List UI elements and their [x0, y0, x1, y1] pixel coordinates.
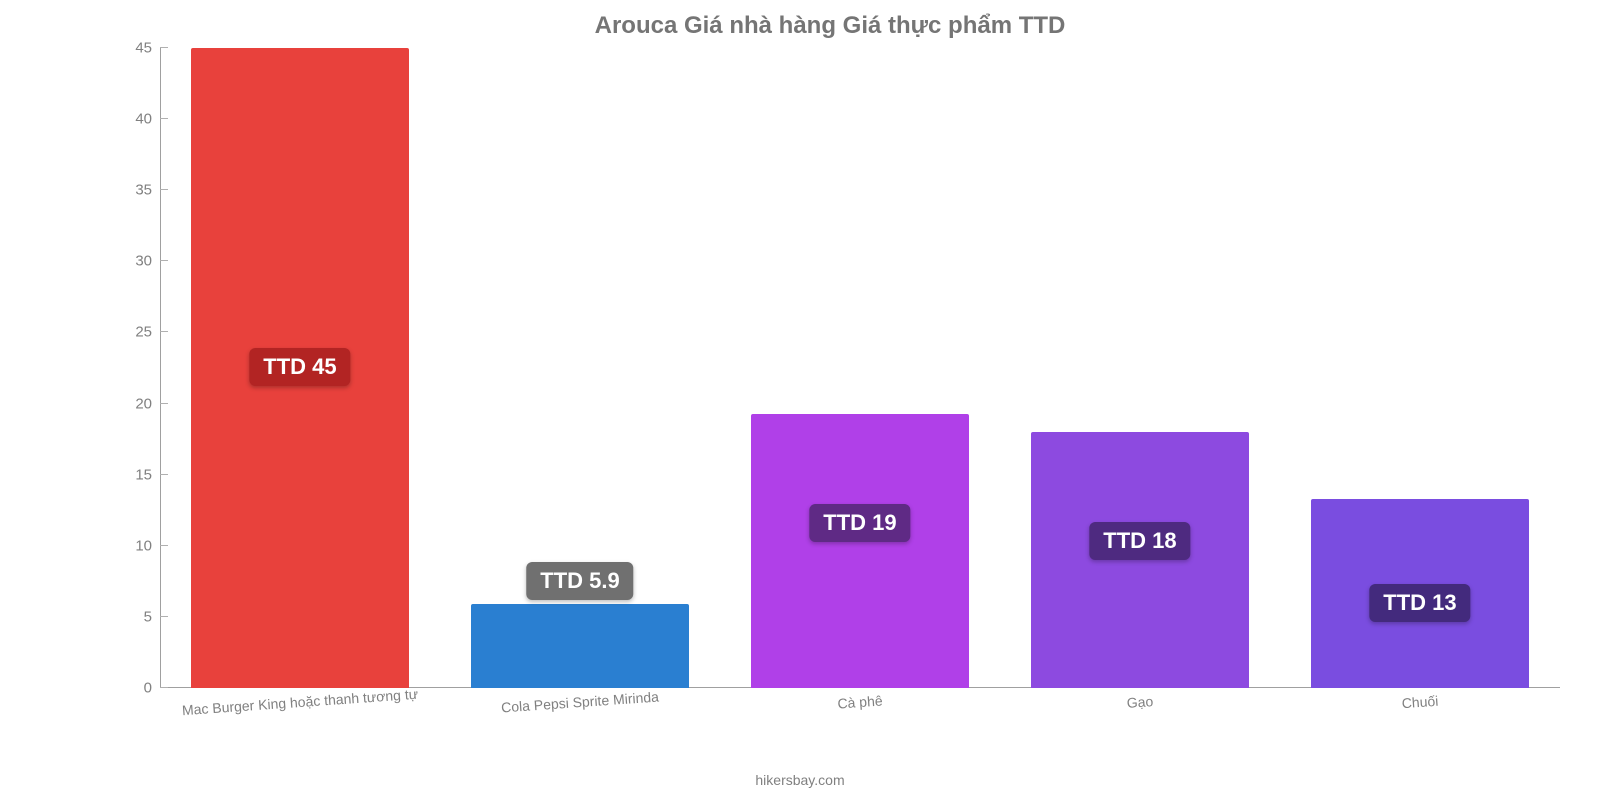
y-tick-label: 25	[135, 324, 152, 341]
y-tick-mark	[160, 118, 168, 119]
x-label-slot: Chuối	[1280, 688, 1560, 728]
y-tick-label: 35	[135, 182, 152, 199]
x-label-slot: Cà phê	[720, 688, 1000, 728]
bar: TTD 45	[191, 48, 409, 688]
y-tick-label: 30	[135, 253, 152, 270]
y-tick-mark	[160, 616, 168, 617]
x-axis-category-label: Cola Pepsi Sprite Mirinda	[501, 689, 660, 716]
x-axis-category-label: Chuối	[1401, 693, 1439, 712]
bar-value-label: TTD 45	[249, 348, 350, 386]
x-axis-category-label: Cà phê	[837, 692, 883, 711]
plot-area: 051015202530354045 TTD 45TTD 5.9TTD 19TT…	[100, 48, 1560, 688]
y-tick-mark	[160, 47, 168, 48]
bar-value-label: TTD 5.9	[526, 562, 633, 600]
x-axis-labels: Mac Burger King hoặc thanh tương tự Cola …	[160, 688, 1560, 728]
bar-value-label: TTD 19	[809, 504, 910, 542]
x-label-slot: Mac Burger King hoặc thanh tương tự	[160, 688, 440, 728]
y-tick-mark	[160, 687, 168, 688]
bars-group: TTD 45 TTD 5.9 TTD 19 TTD 18 TTD 13	[160, 48, 1560, 688]
bar-slot: TTD 45	[160, 48, 440, 688]
bar-slot: TTD 19	[720, 48, 1000, 688]
y-tick-mark	[160, 331, 168, 332]
bar: TTD 19	[751, 414, 969, 688]
chart-title: Arouca Giá nhà hàng Giá thực phẩm TTD	[100, 12, 1560, 40]
bar: TTD 13	[1311, 499, 1529, 688]
x-axis-category-label: Gạo	[1126, 693, 1154, 711]
x-axis-category-label: Mac Burger King hoặc thanh tương tự	[181, 686, 418, 718]
y-tick-mark	[160, 189, 168, 190]
y-tick-mark	[160, 403, 168, 404]
x-label-slot: Cola Pepsi Sprite Mirinda	[440, 688, 720, 728]
y-tick-label: 40	[135, 111, 152, 128]
y-tick-label: 5	[144, 608, 152, 625]
y-tick-mark	[160, 545, 168, 546]
y-tick-label: 10	[135, 537, 152, 554]
x-label-slot: Gạo	[1000, 688, 1280, 728]
y-axis: 051015202530354045	[100, 48, 160, 688]
y-tick-label: 15	[135, 466, 152, 483]
chart-container: Arouca Giá nhà hàng Giá thực phẩm TTD 0 5…	[0, 0, 1600, 800]
bar-value-label: TTD 18	[1089, 522, 1190, 560]
y-tick-mark	[160, 260, 168, 261]
bar: TTD 18	[1031, 432, 1249, 688]
source-attribution: hikersbay.com	[755, 772, 844, 788]
y-tick-label: 20	[135, 395, 152, 412]
bar: TTD 5.9	[471, 604, 689, 688]
bar-slot: TTD 18	[1000, 48, 1280, 688]
y-tick-label: 0	[144, 680, 152, 697]
bar-slot: TTD 5.9	[440, 48, 720, 688]
y-tick-label: 45	[135, 40, 152, 57]
bar-value-label: TTD 13	[1369, 584, 1470, 622]
y-tick-mark	[160, 474, 168, 475]
bar-slot: TTD 13	[1280, 48, 1560, 688]
